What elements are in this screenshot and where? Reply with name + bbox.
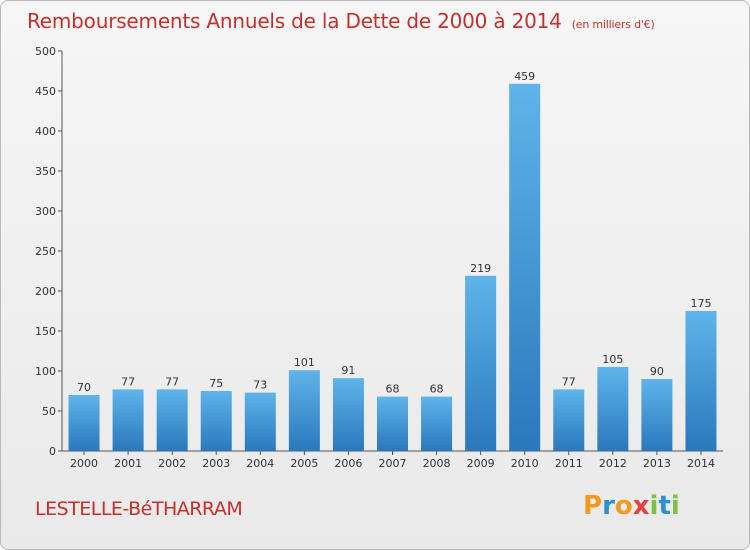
y-tick-label: 400: [35, 125, 56, 138]
bar-2007: [377, 396, 408, 451]
y-tick-label: 0: [49, 445, 56, 458]
y-tick-label: 300: [35, 205, 56, 218]
y-tick-label: 200: [35, 285, 56, 298]
x-tick-label: 2001: [114, 457, 142, 470]
logo-letter: i: [649, 491, 659, 521]
x-tick-label: 2000: [70, 457, 98, 470]
chart-title: Remboursements Annuels de la Dette de 20…: [27, 9, 655, 33]
bar-2014: [685, 311, 717, 451]
bar-2008: [421, 396, 453, 451]
x-tick-label: 2005: [290, 457, 318, 470]
logo-letter: i: [670, 491, 680, 521]
value-label: 77: [562, 375, 576, 388]
value-label: 73: [253, 379, 267, 392]
x-tick-label: 2014: [687, 457, 715, 470]
value-label: 90: [650, 365, 664, 378]
logo-letter: P: [583, 491, 603, 521]
bar-2004: [244, 392, 276, 451]
y-tick-label: 150: [35, 325, 56, 338]
y-tick-label: 50: [42, 405, 56, 418]
bar-2010: [509, 83, 541, 452]
bar-2006: [332, 378, 364, 451]
logo-letter: x: [632, 491, 650, 521]
value-label: 459: [514, 70, 535, 83]
x-tick-label: 2011: [555, 457, 583, 470]
y-tick-label: 500: [35, 45, 56, 58]
bar-2009: [465, 275, 497, 451]
x-tick-label: 2006: [334, 457, 362, 470]
value-label: 219: [470, 262, 491, 275]
commune-name: LESTELLE-BéTHARRAM: [35, 498, 243, 520]
chart-title-text: Remboursements Annuels de la Dette de 20…: [27, 9, 562, 33]
x-tick-label: 2007: [379, 457, 407, 470]
bar-2013: [641, 379, 673, 451]
value-label: 70: [77, 381, 91, 394]
x-tick-label: 2013: [643, 457, 671, 470]
chart-subtitle: (en milliers d'€): [571, 18, 655, 31]
y-tick-label: 250: [35, 245, 56, 258]
bar-2000: [68, 395, 100, 451]
bar-2012: [597, 367, 629, 451]
bar-2005: [288, 370, 320, 451]
x-tick-label: 2010: [511, 457, 539, 470]
value-label: 68: [386, 383, 400, 396]
x-tick-label: 2003: [202, 457, 230, 470]
logo-letter: r: [602, 491, 615, 521]
y-tick-label: 450: [35, 85, 56, 98]
value-label: 75: [209, 377, 223, 390]
value-label: 101: [294, 356, 315, 369]
value-label: 68: [430, 383, 444, 396]
logo-letter: o: [614, 491, 633, 521]
bar-2002: [156, 389, 188, 451]
x-tick-label: 2008: [423, 457, 451, 470]
x-tick-label: 2004: [246, 457, 274, 470]
value-label: 77: [165, 375, 179, 388]
y-tick-label: 350: [35, 165, 56, 178]
y-tick-label: 100: [35, 365, 56, 378]
logo-letter: t: [658, 491, 671, 521]
value-label: 175: [690, 297, 711, 310]
bar-2001: [112, 389, 144, 451]
bar-2003: [200, 391, 232, 451]
value-label: 105: [602, 353, 623, 366]
bar-2011: [553, 389, 585, 451]
proxiti-logo: Proxiti: [583, 491, 680, 521]
x-tick-label: 2009: [467, 457, 495, 470]
value-label: 91: [341, 364, 355, 377]
value-label: 77: [121, 375, 135, 388]
x-tick-label: 2002: [158, 457, 186, 470]
x-tick-label: 2012: [599, 457, 627, 470]
